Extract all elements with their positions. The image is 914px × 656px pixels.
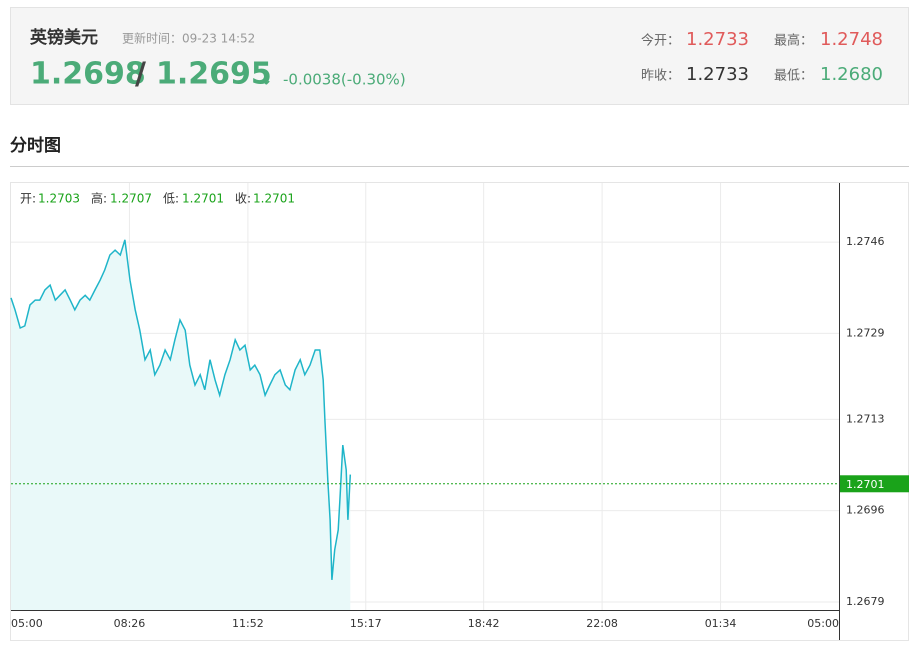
prev: 1.2733 xyxy=(686,64,749,85)
high: 1.2748 xyxy=(820,29,883,50)
x-tick-label: 01:34 xyxy=(705,617,737,630)
x-tick-label: 05:00 xyxy=(807,617,839,630)
high-label: 最高： xyxy=(774,33,813,49)
ohlc-value: 1.2707 xyxy=(110,192,152,206)
x-tick-label: 05:00 xyxy=(11,617,43,630)
current-price-box xyxy=(840,475,909,493)
x-tick-label: 18:42 xyxy=(468,617,500,630)
price-line xyxy=(10,239,352,580)
current-price-label: 1.2701 xyxy=(846,478,885,491)
slash: / xyxy=(135,57,146,92)
low: 1.2680 xyxy=(820,64,883,85)
ohlc-value: 1.2703 xyxy=(38,192,80,206)
y-tick-label: 1.2746 xyxy=(846,235,885,248)
ohlc-value: 1.2701 xyxy=(182,192,224,206)
x-tick-label: 22:08 xyxy=(586,617,618,630)
ohlc-label: 高: xyxy=(91,191,107,206)
ohlc-label: 开: xyxy=(20,192,36,206)
x-tick-label: 11:52 xyxy=(232,617,264,630)
quote-panel xyxy=(10,7,909,105)
y-tick-label: 1.2679 xyxy=(846,595,885,608)
bid: 1.2698 xyxy=(30,57,146,92)
open: 1.2733 xyxy=(686,29,749,50)
pair-name: 英镑美元 xyxy=(30,27,98,48)
y-tick-label: 1.2696 xyxy=(846,504,885,517)
change: -0.0038(-0.30%) xyxy=(283,71,406,89)
section-title: 分时图 xyxy=(10,136,61,156)
low-label: 最低： xyxy=(774,69,813,84)
ohlc-label: 收: xyxy=(235,192,251,206)
arrow: ↓ xyxy=(260,71,273,89)
x-tick-label: 08:26 xyxy=(114,617,146,630)
open-label: 今开： xyxy=(641,33,680,49)
prev-label: 昨收： xyxy=(641,69,680,84)
ohlc-label: 低: xyxy=(163,192,179,206)
price-area xyxy=(11,239,351,610)
y-tick-label: 1.2729 xyxy=(846,326,885,339)
ask: 1.2695 xyxy=(156,57,272,92)
y-tick-label: 1.2713 xyxy=(846,412,885,425)
update-time: 更新时间：09-23 14:52 xyxy=(122,31,255,46)
ohlc-value: 1.2701 xyxy=(253,192,295,206)
x-tick-label: 15:17 xyxy=(350,617,382,630)
